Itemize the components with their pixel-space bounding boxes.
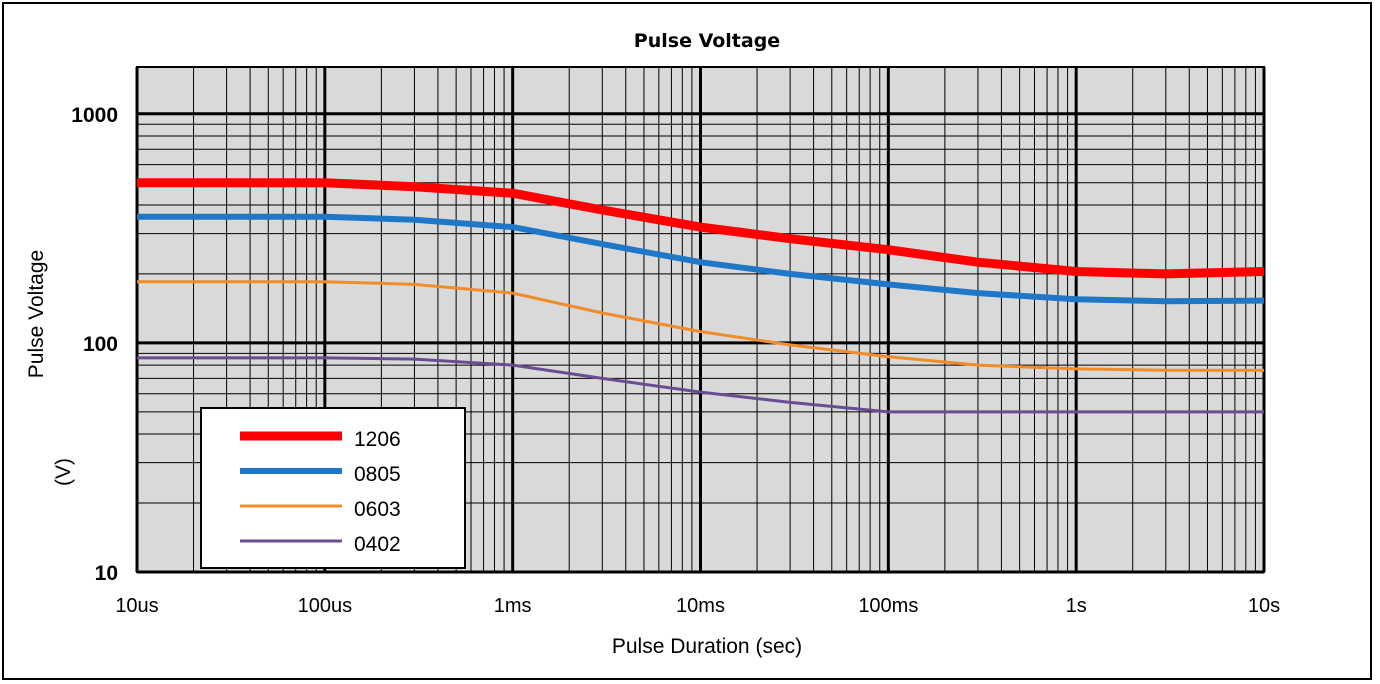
x-tick-label: 10us [115, 595, 158, 617]
legend: 1206 0805 0603 0402 [200, 407, 466, 569]
series-line-0805 [137, 213, 1265, 305]
x-tick-label: 1s [1066, 595, 1087, 617]
legend-label-0402: 0402 [354, 533, 401, 556]
y-tick-labels: 10 100 1000 [71, 104, 118, 585]
y-axis-label: Pulse Voltage [25, 250, 48, 378]
y-tick-label: 100 [83, 333, 118, 356]
series-line-1206 [137, 178, 1265, 279]
x-tick-label: 10ms [676, 595, 725, 617]
y-axis-unit: (V) [52, 458, 75, 486]
chart-title: Pulse Voltage [634, 30, 780, 52]
series-line-0402 [137, 356, 1264, 414]
legend-label-0805: 0805 [354, 463, 401, 486]
legend-label-0603: 0603 [354, 498, 401, 521]
x-axis-label: Pulse Duration (sec) [612, 635, 802, 658]
series-lines [137, 178, 1265, 414]
legend-label-1206: 1206 [354, 428, 401, 451]
x-tick-label: 1ms [494, 595, 532, 617]
x-tick-label: 100ms [858, 595, 918, 617]
x-tick-label: 100us [298, 595, 353, 617]
x-tick-labels: 10us 100us 1ms 10ms 100ms 1s 10s [115, 595, 1280, 617]
y-tick-label: 10 [95, 562, 118, 585]
y-tick-label: 1000 [71, 104, 118, 127]
x-tick-label: 10s [1248, 595, 1280, 617]
plot-border [136, 66, 1265, 573]
series-line-0603 [137, 280, 1264, 372]
